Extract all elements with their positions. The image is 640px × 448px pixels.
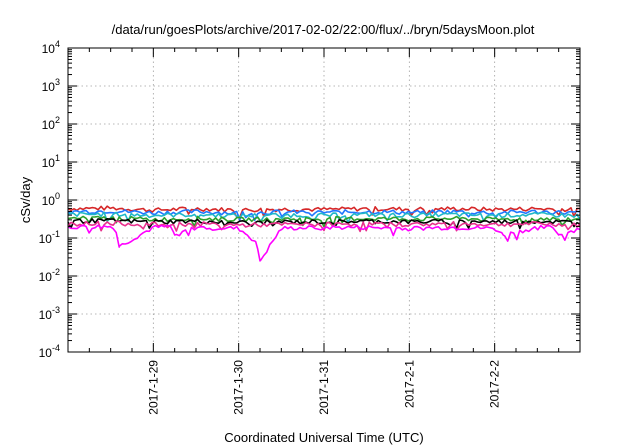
x-tick-label: 2017-1-29 [146, 360, 160, 415]
series-line-1 [67, 205, 581, 219]
y-tick-label: 10-3 [39, 305, 60, 322]
x-tick-label: 2017-1-30 [232, 360, 246, 415]
y-tick-label: 101 [42, 153, 60, 170]
x-tick-labels: 2017-1-29 2017-1-30 2017-1-31 2017-2-1 2017-… [146, 360, 501, 415]
series-line-7 [67, 224, 581, 262]
series-line-3 [67, 211, 581, 223]
y-tick-labels: 10-4 10-3 10-2 10-1 100 101 102 103 104 [39, 39, 60, 360]
grid-layer [68, 48, 580, 352]
series-line-4 [67, 215, 581, 228]
y-tick-label: 10-2 [39, 267, 60, 284]
y-tick-label: 10-4 [39, 343, 60, 360]
series-line-6 [67, 220, 581, 233]
x-tick-label: 2017-1-31 [317, 360, 331, 415]
y-tick-label: 103 [42, 77, 60, 94]
x-axis-label: Coordinated Universal Time (UTC) [224, 430, 423, 445]
series-layer [67, 205, 581, 262]
tick-layer [68, 47, 580, 353]
y-tick-label: 100 [42, 191, 60, 208]
y-tick-label: 102 [42, 115, 60, 132]
y-axis-label: cSv/day [18, 176, 33, 223]
y-tick-label: 10-1 [39, 229, 60, 246]
chart-title: /data/run/goesPlots/archive/2017-02-02/2… [112, 22, 535, 37]
x-tick-label: 2017-2-2 [488, 360, 502, 408]
x-tick-label: 2017-2-1 [402, 360, 416, 408]
y-tick-label: 104 [42, 39, 60, 56]
